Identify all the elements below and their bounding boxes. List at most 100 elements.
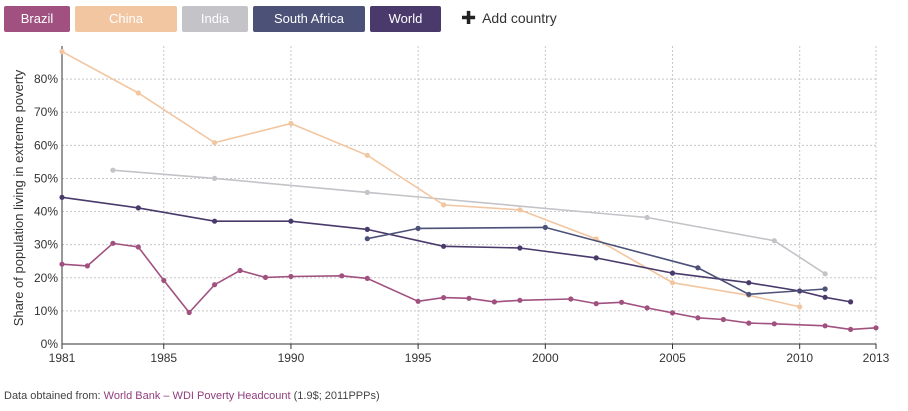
y-tick-label: 10% [34,304,58,318]
series-china [59,49,803,310]
data-point-china[interactable] [364,152,370,158]
data-point-world[interactable] [746,280,752,286]
data-point-brazil[interactable] [135,244,141,250]
data-point-world[interactable] [364,226,370,232]
y-tick-label: 40% [34,205,58,219]
data-point-india[interactable] [644,214,650,221]
y-tick-label: 60% [34,138,58,152]
data-point-world[interactable] [593,255,599,261]
y-tick-label: 0% [41,337,59,351]
data-point-brazil[interactable] [491,299,497,305]
x-tick-label: 2010 [786,351,813,365]
data-point-brazil[interactable] [644,305,650,311]
x-tick-label: 1990 [278,351,305,365]
series-india [110,167,828,277]
y-tick-label: 80% [34,72,58,86]
y-axis-label: Share of population living in extreme po… [11,69,26,326]
country-button-world[interactable]: World [370,6,441,32]
data-point-brazil[interactable] [746,320,752,326]
data-point-china[interactable] [288,120,294,127]
y-tick-label: 30% [34,238,58,252]
data-point-world[interactable] [212,218,218,224]
data-point-brazil[interactable] [186,309,192,316]
add-country-label: Add country [482,10,557,26]
data-point-china[interactable] [135,90,141,96]
y-tick-label: 70% [34,105,58,119]
data-point-india[interactable] [822,271,828,277]
data-point-china[interactable] [59,49,65,55]
data-point-world[interactable] [441,243,447,249]
x-tick-label: 1981 [49,351,76,365]
data-point-brazil[interactable] [161,277,167,283]
series-line-china [61,50,800,308]
source-prefix: Data obtained from: [4,390,104,402]
data-point-brazil[interactable] [873,325,879,331]
data-point-china[interactable] [517,207,523,213]
data-point-brazil[interactable] [517,297,523,303]
data-point-brazil[interactable] [364,275,370,281]
series-line-south-africa [367,226,826,296]
country-button-south-africa[interactable]: South Africa [253,6,365,32]
data-point-south-africa[interactable] [746,291,752,297]
data-point-brazil[interactable] [568,296,574,302]
data-point-china[interactable] [669,280,676,286]
data-point-south-africa[interactable] [542,224,548,230]
source-suffix: (1.9$; 2011PPPs) [290,390,380,402]
data-point-india[interactable] [212,175,218,181]
data-point-brazil[interactable] [619,299,625,305]
poverty-line-chart: 0% 10% 20% 30% 40% 50% 60% 70% 80% 1981 1985 1990 19… [11,46,890,365]
data-point-brazil[interactable] [848,326,854,332]
series-south-africa [364,224,828,297]
data-point-south-africa[interactable] [822,286,828,292]
data-point-world[interactable] [517,245,523,251]
country-button-brazil[interactable]: Brazil [4,6,70,32]
data-point-india[interactable] [110,167,116,173]
data-point-brazil[interactable] [593,301,599,307]
country-button-china[interactable]: China [75,6,177,32]
data-point-brazil[interactable] [237,267,243,274]
add-country-button[interactable]: ✚ Add country [461,6,557,30]
data-point-china[interactable] [797,304,803,310]
chart-series [59,49,879,332]
y-tick-label: 20% [34,271,58,285]
country-button-india[interactable]: India [182,6,248,32]
data-point-brazil[interactable] [110,240,116,246]
data-point-brazil[interactable] [441,295,447,301]
data-point-brazil[interactable] [288,273,294,280]
data-point-brazil[interactable] [84,263,90,269]
data-point-china[interactable] [441,202,447,208]
data-source-note: Data obtained from: World Bank – WDI Pov… [4,390,380,402]
data-point-brazil[interactable] [720,316,727,323]
data-point-brazil[interactable] [771,321,777,327]
data-point-brazil[interactable] [822,323,828,329]
series-line-india [112,169,826,275]
data-point-brazil[interactable] [695,315,701,321]
data-point-world[interactable] [288,218,294,224]
plus-icon: ✚ [461,8,477,28]
y-tick-label: 50% [34,171,58,185]
data-point-brazil[interactable] [262,274,269,280]
source-link[interactable]: World Bank – WDI Poverty Headcount [103,390,291,402]
data-point-brazil[interactable] [59,261,65,267]
data-point-world[interactable] [135,205,141,211]
data-point-world[interactable] [669,270,676,276]
data-point-south-africa[interactable] [695,265,701,271]
data-point-brazil[interactable] [415,298,421,304]
x-tick-label: 2013 [863,351,890,365]
data-point-south-africa[interactable] [415,225,421,231]
x-tick-label: 1995 [405,351,432,365]
data-point-south-africa[interactable] [364,236,370,242]
data-point-world[interactable] [822,294,828,300]
series-brazil [59,240,879,332]
data-point-brazil[interactable] [466,295,472,301]
series-line-brazil [61,242,877,331]
data-point-india[interactable] [364,189,370,195]
data-point-brazil[interactable] [212,282,218,288]
data-point-world[interactable] [848,299,854,305]
data-point-brazil[interactable] [339,273,345,279]
data-point-brazil[interactable] [669,310,676,316]
x-tick-label: 2000 [532,351,559,365]
data-point-india[interactable] [771,238,777,244]
data-point-world[interactable] [59,194,65,200]
data-point-china[interactable] [212,140,218,146]
